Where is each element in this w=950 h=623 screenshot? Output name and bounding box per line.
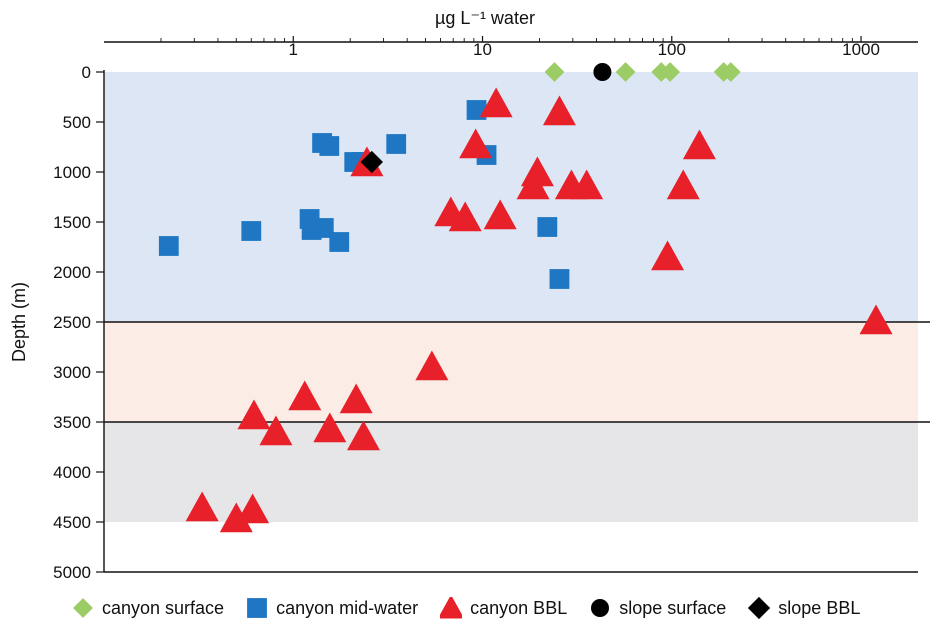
canyon-bbl-point	[448, 201, 482, 232]
legend-marker-shape	[440, 597, 463, 619]
legend-marker	[73, 598, 93, 618]
legend-marker-shape	[247, 598, 267, 618]
legend-label: canyon surface	[102, 597, 225, 618]
canyon-mid-water-point	[537, 217, 558, 237]
canyon-surface-point	[720, 62, 741, 82]
depth-band-1	[104, 322, 918, 422]
legend-label: canyon BBL	[470, 597, 568, 618]
legend-marker-shape	[748, 597, 771, 619]
y-tick-label: 4500	[53, 513, 91, 532]
legend-item: canyon surface	[72, 597, 224, 619]
canyon-bbl-point	[682, 129, 716, 160]
y-tick-label: 4000	[53, 463, 91, 482]
canyon-bbl-point	[346, 420, 380, 451]
canyon-bbl-point	[542, 95, 576, 126]
x-axis-label: µg L⁻¹ water	[435, 8, 535, 28]
canyon-bbl-point	[479, 87, 513, 118]
canyon-bbl-point	[651, 240, 685, 271]
legend-item: slope surface	[589, 597, 726, 619]
canyon-bbl-point	[666, 169, 700, 200]
canyon-surface-point	[615, 62, 636, 82]
canyon-bbl-point	[516, 169, 550, 200]
canyon-mid-water-point	[241, 221, 262, 241]
y-axis-label: Depth (m)	[9, 282, 29, 362]
canyon-bbl-point	[219, 502, 253, 533]
canyon-mid-water-point	[386, 134, 407, 154]
canyon-bbl-point	[859, 304, 893, 335]
canyon-mid-water-point	[329, 232, 350, 252]
canyon-mid-water-point	[313, 218, 334, 238]
legend-label: canyon mid-water	[276, 597, 419, 618]
legend-marker	[748, 597, 771, 619]
legend-marker	[591, 599, 610, 617]
canyon-bbl-point	[313, 412, 347, 443]
y-tick-label: 3000	[53, 363, 91, 382]
y-tick-label: 0	[82, 63, 91, 82]
y-tick-label: 2000	[53, 263, 91, 282]
canyon-mid-water-point	[319, 136, 340, 156]
canyon-bbl-point	[483, 199, 517, 230]
canyon-mid-water-point	[158, 236, 179, 256]
legend-marker-shape	[591, 599, 610, 617]
canyon-bbl-point	[570, 169, 604, 200]
legend-label: slope BBL	[778, 597, 861, 618]
canyon-bbl-point	[237, 399, 271, 430]
y-tick-label: 3500	[53, 413, 91, 432]
canyon-bbl-point	[259, 415, 293, 446]
canyon-bbl-point	[459, 128, 493, 159]
canyon-bbl-point	[339, 383, 373, 414]
depth-band-0	[104, 72, 918, 322]
legend-marker	[247, 598, 267, 618]
x-tick-label: 1000	[842, 40, 880, 59]
x-tick-label: 100	[658, 40, 686, 59]
slope-surface-point	[593, 63, 612, 81]
legend-item: canyon BBL	[440, 597, 567, 619]
legend-marker-shape	[73, 598, 93, 618]
legend-item: slope BBL	[748, 597, 860, 619]
y-tick-label: 2500	[53, 313, 91, 332]
legend-item: canyon mid-water	[246, 597, 418, 619]
legend: canyon surface canyon mid-water canyon BBL…	[0, 595, 950, 621]
y-tick-label: 1500	[53, 213, 91, 232]
x-tick-label: 1	[289, 40, 298, 59]
legend-label: slope surface	[619, 597, 727, 618]
y-tick-label: 500	[63, 113, 91, 132]
canyon-bbl-point	[236, 493, 270, 524]
canyon-bbl-point	[415, 350, 449, 381]
slope-bbl-point	[360, 150, 383, 174]
canyon-mid-water-point	[549, 269, 570, 289]
canyon-bbl-point	[288, 380, 322, 411]
canyon-surface-point	[660, 62, 681, 82]
depth-band-2	[104, 422, 918, 522]
canyon-bbl-point	[185, 491, 219, 522]
y-tick-label: 5000	[53, 563, 91, 582]
x-tick-label: 10	[473, 40, 492, 59]
chart-svg: 1 10 100 1000 0 500 1000 1500 2000 2500 3000 3500 40…	[9, 8, 930, 582]
legend-marker	[440, 597, 463, 619]
y-tick-label: 1000	[53, 163, 91, 182]
canyon-surface-point	[544, 62, 565, 82]
